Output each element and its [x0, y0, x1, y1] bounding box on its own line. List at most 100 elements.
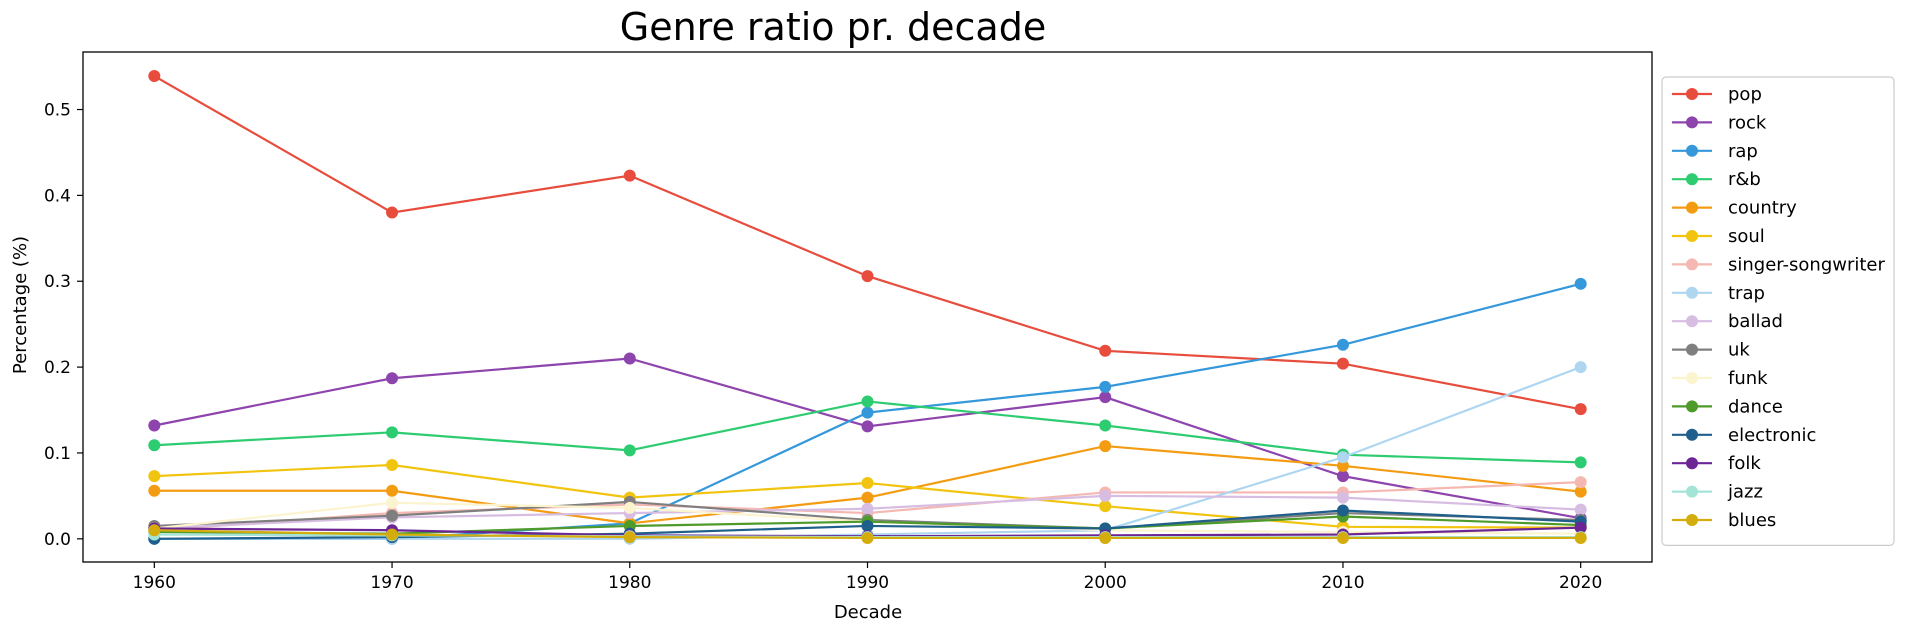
legend-item-country: country [1672, 198, 1797, 219]
data-point-ballad [1336, 491, 1349, 504]
data-point-blues [1099, 531, 1112, 544]
data-point-pop [1336, 357, 1349, 370]
legend-label: soul [1728, 226, 1765, 247]
legend-label: r&b [1728, 169, 1761, 190]
data-point-ballad [1099, 489, 1112, 502]
y-axis-label: Percentage (%) [10, 236, 31, 374]
legend-item-funk: funk [1672, 368, 1768, 389]
legend-item-rock: rock [1672, 112, 1767, 133]
data-point-rock [623, 352, 636, 365]
legend-item-singer-songwriter: singer-songwriter [1672, 254, 1886, 275]
data-point-r-b [861, 395, 874, 408]
data-point-rap [1574, 277, 1587, 290]
y-axis: 0.0 0.1 0.2 0.3 0.4 0.5 [44, 101, 83, 550]
y-tick-label: 0.3 [44, 272, 71, 292]
y-tick-label: 0.2 [44, 358, 71, 378]
data-point-r-b [386, 426, 399, 439]
data-point-soul [861, 477, 874, 490]
data-point-blues [861, 531, 874, 544]
data-point-pop [1574, 403, 1587, 416]
data-point-ballad [861, 502, 874, 515]
data-point-rock [1336, 470, 1349, 483]
chart-title: Genre ratio pr. decade [620, 5, 1046, 49]
data-point-blues [148, 524, 161, 537]
legend-label: trap [1728, 283, 1765, 304]
legend-label: blues [1728, 510, 1776, 531]
series-blues [148, 524, 1587, 544]
legend-swatch-marker [1686, 173, 1698, 186]
data-point-rap [1099, 380, 1112, 393]
legend-label: electronic [1728, 425, 1816, 446]
data-point-blues [386, 528, 399, 541]
legend-box [1661, 76, 1895, 546]
legend-label: rock [1728, 112, 1767, 133]
data-point-rock [386, 372, 399, 385]
legend-label: country [1728, 198, 1797, 219]
legend-label: ballad [1728, 311, 1783, 332]
data-point-pop [623, 169, 636, 182]
legend-label: dance [1728, 396, 1783, 417]
legend-swatch-marker [1686, 116, 1698, 129]
data-point-pop [386, 206, 399, 219]
data-point-country [1099, 440, 1112, 453]
y-tick-label: 0.5 [44, 101, 71, 121]
series-country [148, 440, 1587, 530]
x-tick-label: 2020 [1559, 573, 1602, 593]
data-point-country [386, 484, 399, 497]
data-point-pop [861, 270, 874, 283]
data-point-folk [1574, 521, 1587, 534]
legend-swatch-marker [1686, 485, 1698, 498]
data-point-rap [861, 406, 874, 419]
legend-label: singer-songwriter [1728, 254, 1886, 275]
legend-swatch-marker [1686, 457, 1698, 470]
series-line-pop [153, 75, 1581, 411]
data-point-rap [1336, 338, 1349, 351]
x-tick-label: 1970 [370, 573, 413, 593]
data-point-pop [148, 70, 161, 83]
legend-item-rap: rap [1672, 141, 1758, 162]
legend-swatch-marker [1686, 428, 1698, 441]
x-tick-label: 1960 [133, 573, 176, 593]
data-point-r-b [1099, 419, 1112, 432]
legend-swatch-marker [1686, 343, 1698, 356]
x-tick-label: 1990 [846, 573, 889, 593]
legend-swatch-marker [1686, 258, 1698, 271]
data-point-soul [148, 470, 161, 483]
legend-item-uk: uk [1672, 340, 1750, 361]
x-axis-label: Decade [834, 602, 902, 623]
legend-item-electronic: electronic [1672, 425, 1816, 446]
data-point-pop [1099, 344, 1112, 357]
legend-label: folk [1728, 453, 1761, 474]
data-point-singer-songwriter [1574, 476, 1587, 489]
legend-item-folk: folk [1672, 453, 1761, 474]
data-point-r-b [1574, 456, 1587, 469]
data-point-country [148, 484, 161, 497]
legend-swatch-marker [1686, 372, 1698, 384]
x-axis: 1960 1970 1980 1990 2000 2010 2020 [133, 562, 1602, 593]
legend-label: pop [1728, 84, 1762, 105]
legend-item-ballad: ballad [1672, 311, 1783, 332]
legend-swatch-marker [1686, 400, 1698, 413]
series-pop [148, 70, 1587, 416]
x-tick-label: 1980 [608, 573, 651, 593]
legend-swatch-marker [1686, 514, 1698, 526]
data-point-trap [1336, 451, 1349, 464]
legend-swatch-marker [1686, 144, 1698, 157]
data-point-trap [1574, 361, 1587, 374]
legend-item-trap: trap [1672, 283, 1765, 304]
y-tick-label: 0.1 [44, 444, 71, 464]
legend-swatch-marker [1686, 230, 1698, 242]
data-point-r-b [148, 439, 161, 452]
y-tick-label: 0.0 [44, 530, 71, 550]
data-point-blues [1574, 531, 1587, 544]
legend-swatch-marker [1686, 315, 1698, 328]
data-point-electronic [1336, 504, 1349, 517]
legend-swatch-marker [1686, 286, 1698, 299]
data-point-country [1574, 485, 1587, 498]
legend-swatch-marker [1686, 88, 1698, 100]
legend-item-r-b: r&b [1672, 169, 1761, 190]
data-point-uk [386, 509, 399, 522]
data-point-soul [1099, 500, 1112, 513]
data-point-rock [1099, 391, 1112, 404]
